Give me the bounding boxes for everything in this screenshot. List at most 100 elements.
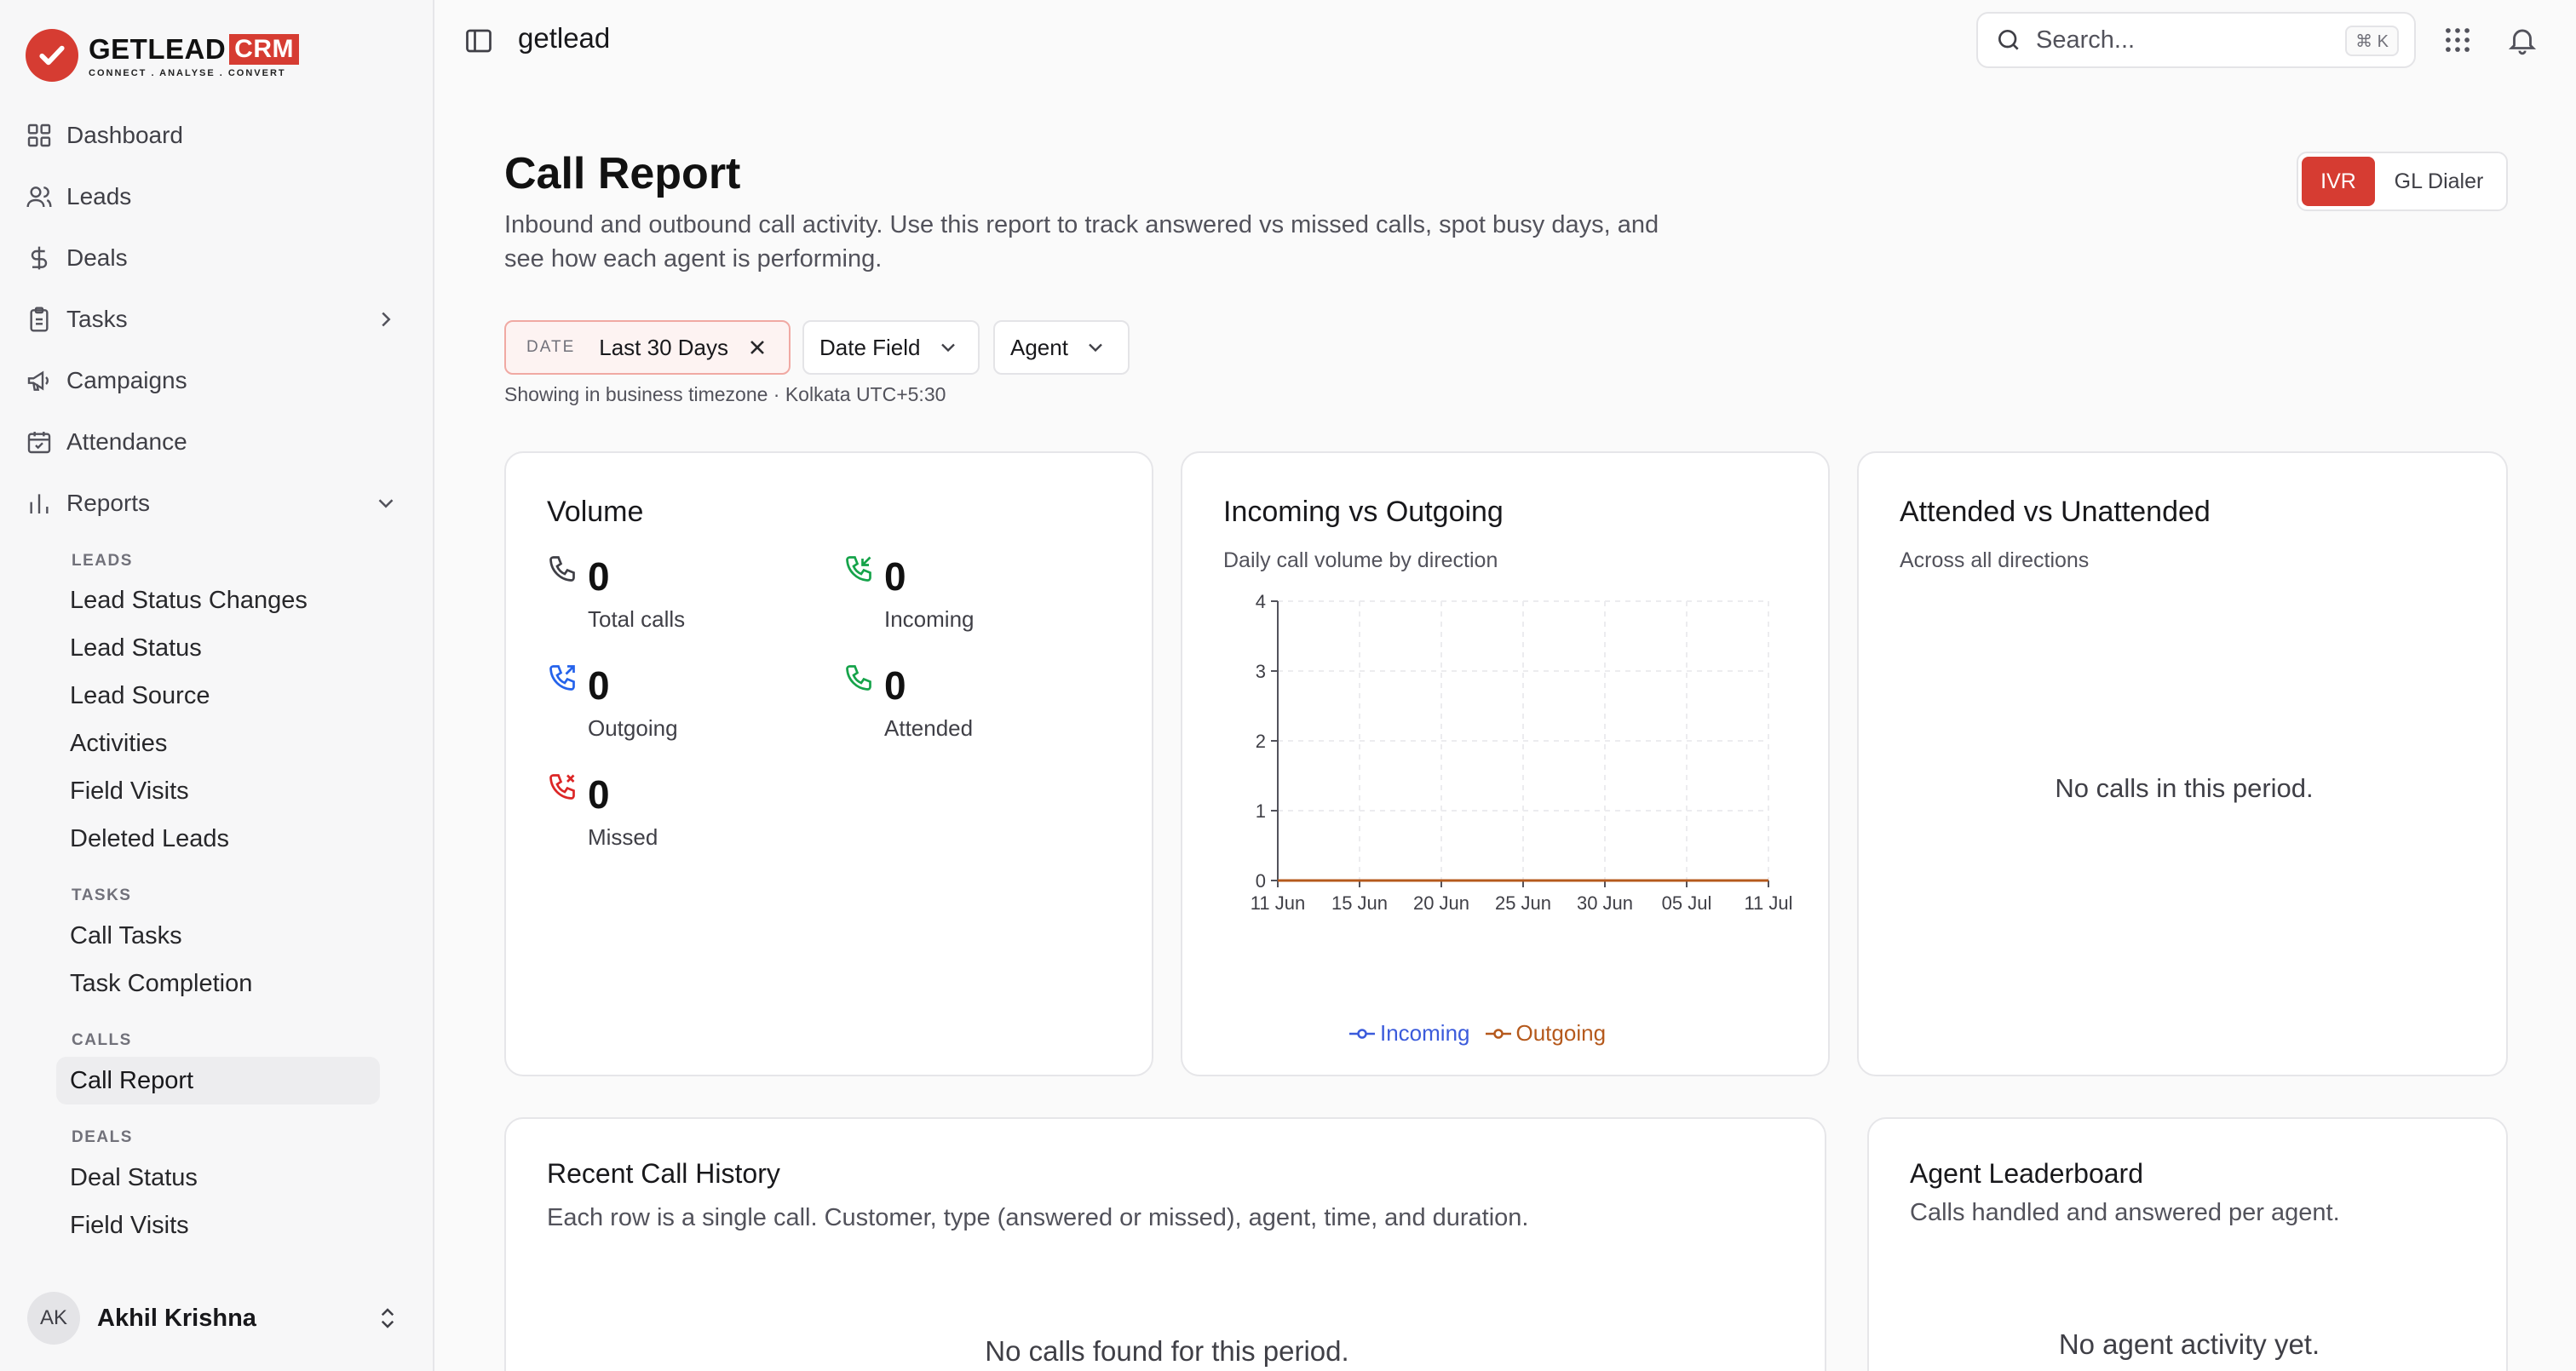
- history-title: Recent Call History: [547, 1158, 780, 1189]
- sub-item-deleted-leads[interactable]: Deleted Leads: [70, 824, 230, 852]
- section-heading-deals: DEALS: [72, 1128, 133, 1146]
- stat-outgoing: 0 Outgoing: [547, 663, 802, 756]
- leaderboard-title: Agent Leaderboard: [1910, 1158, 2143, 1189]
- apps-grid-icon[interactable]: [2441, 24, 2474, 56]
- chevron-right-icon: [382, 312, 391, 327]
- date-field-label: Date Field: [819, 334, 921, 360]
- agent-dropdown[interactable]: Agent: [993, 320, 1130, 375]
- user-menu[interactable]: AK Akhil Krishna: [27, 1291, 407, 1345]
- phone-outgoing-icon: [549, 665, 575, 691]
- leaderboard-subtitle: Calls handled and answered per agent.: [1910, 1199, 2340, 1226]
- x-tick-label: 30 Jun: [1577, 892, 1633, 914]
- chart-legend: Incoming Outgoing: [1349, 1020, 1606, 1047]
- nav-item-dashboard[interactable]: Dashboard: [26, 112, 409, 159]
- chevrons-up-down-icon: [381, 1308, 394, 1328]
- nav-label: Attendance: [66, 428, 187, 455]
- breadcrumb[interactable]: getlead: [518, 22, 611, 54]
- x-tick-label: 25 Jun: [1495, 892, 1551, 914]
- leaderboard-card: Agent Leaderboard Calls handled and answ…: [1867, 1117, 2508, 1371]
- bell-icon[interactable]: [2506, 24, 2539, 56]
- chart-subtitle: Daily call volume by direction: [1223, 548, 1498, 572]
- chart-title: Incoming vs Outgoing: [1223, 496, 1504, 528]
- sub-item-deal-field-visits[interactable]: Field Visits: [70, 1211, 189, 1239]
- call-history-card: Recent Call History Each row is a single…: [504, 1117, 1826, 1371]
- timezone-note: Showing in business timezone · Kolkata U…: [504, 383, 946, 405]
- volume-card: Volume 0 Total calls 0 Incoming 0 Outgoi…: [504, 451, 1153, 1076]
- brand-tagline: CONNECT . ANALYSE . CONVERT: [89, 67, 286, 78]
- sub-item-activities[interactable]: Activities: [70, 729, 168, 757]
- nav-item-reports[interactable]: Reports: [26, 479, 409, 527]
- chevron-down-icon: [940, 343, 955, 353]
- date-filter[interactable]: DATE Last 30 Days: [504, 320, 791, 375]
- legend-marker-icon: [1485, 1028, 1511, 1039]
- sub-item-lead-status-changes[interactable]: Lead Status Changes: [70, 586, 308, 614]
- attended-card: Attended vs Unattended Across all direct…: [1857, 451, 2508, 1076]
- toggle-gl-dialer[interactable]: GL Dialer: [2394, 169, 2484, 193]
- nav-item-deals[interactable]: Deals: [26, 234, 409, 282]
- x-tick-label: 11 Jun: [1251, 892, 1305, 914]
- stat-value: 0: [884, 663, 906, 708]
- stat-label: Outgoing: [588, 715, 678, 741]
- sub-item-call-report[interactable]: Call Report: [56, 1057, 380, 1104]
- legend-label: Incoming: [1380, 1020, 1470, 1046]
- brand-name: GETLEAD: [89, 32, 227, 65]
- search-input[interactable]: [2036, 26, 2334, 54]
- date-field-dropdown[interactable]: Date Field: [802, 320, 980, 375]
- phone-incoming-icon: [846, 556, 871, 582]
- chevron-down-icon: [378, 499, 394, 508]
- user-name: Akhil Krishna: [97, 1304, 256, 1332]
- stat-total-calls: 0 Total calls: [547, 554, 802, 647]
- legend-item-outgoing[interactable]: Outgoing: [1485, 1020, 1607, 1047]
- y-tick-label: 3: [1256, 661, 1266, 682]
- nav-item-leads[interactable]: Leads: [26, 173, 409, 221]
- close-icon[interactable]: [745, 336, 769, 359]
- sub-item-deal-status[interactable]: Deal Status: [70, 1163, 198, 1191]
- incoming-outgoing-card: Incoming vs Outgoing Daily call volume b…: [1181, 451, 1830, 1076]
- top-bar: getlead ⌘ K: [436, 0, 2576, 82]
- section-heading-leads: LEADS: [72, 552, 133, 570]
- empty-state: No agent activity yet.: [2058, 1328, 2320, 1360]
- legend-label: Outgoing: [1515, 1020, 1607, 1046]
- phone-icon: [846, 665, 871, 691]
- stat-label: Total calls: [588, 606, 686, 632]
- clipboard-icon: [30, 307, 49, 332]
- x-tick-label: 11 Jul: [1744, 892, 1792, 914]
- stat-value: 0: [588, 554, 610, 599]
- nav-item-campaigns[interactable]: Campaigns: [26, 357, 409, 404]
- source-toggle: IVR GL Dialer: [2297, 152, 2508, 211]
- section-heading-calls: CALLS: [72, 1031, 132, 1049]
- bar-chart-icon: [30, 494, 49, 513]
- nav-label: Dashboard: [66, 122, 183, 148]
- page-title: Call Report: [504, 149, 741, 198]
- sidebar-toggle-icon[interactable]: [463, 26, 494, 56]
- stat-attended: 0 Attended: [843, 663, 1099, 756]
- sub-item-lead-status[interactable]: Lead Status: [70, 634, 202, 662]
- search-box[interactable]: ⌘ K: [1976, 12, 2416, 68]
- sub-item-task-completion[interactable]: Task Completion: [70, 969, 253, 997]
- stat-label: Missed: [588, 824, 658, 850]
- shortcut-badge: ⌘ K: [2345, 26, 2399, 56]
- brand-logo[interactable]: GETLEAD CRM CONNECT . ANALYSE . CONVERT: [26, 26, 299, 85]
- toggle-ivr[interactable]: IVR: [2302, 157, 2375, 206]
- nav-item-tasks[interactable]: Tasks: [26, 295, 409, 343]
- sub-item-call-tasks[interactable]: Call Tasks: [70, 921, 182, 949]
- search-icon: [1998, 30, 2019, 50]
- sub-item-field-visits[interactable]: Field Visits: [70, 777, 189, 805]
- agent-label: Agent: [1010, 334, 1068, 360]
- stat-incoming: 0 Incoming: [843, 554, 1099, 647]
- x-tick-label: 05 Jul: [1662, 892, 1712, 914]
- avatar: AK: [27, 1292, 80, 1345]
- sub-item-lead-source[interactable]: Lead Source: [70, 681, 210, 709]
- nav-item-attendance[interactable]: Attendance: [26, 418, 409, 466]
- nav-label: Campaigns: [66, 367, 187, 393]
- y-tick-label: 0: [1256, 870, 1266, 892]
- stat-label: Attended: [884, 715, 974, 741]
- megaphone-icon: [27, 370, 49, 391]
- line-chart: 0 1 2 3 4 11 Jun 15 Jun 20 Jun 25 Jun 30 Jun 05 Ju…: [1251, 591, 1793, 914]
- logo-check-icon: [26, 29, 78, 82]
- history-subtitle: Each row is a single call. Customer, typ…: [547, 1204, 1529, 1231]
- y-tick-label: 4: [1256, 591, 1266, 612]
- section-heading-tasks: TASKS: [72, 886, 132, 904]
- dollar-icon: [31, 246, 48, 270]
- legend-item-incoming[interactable]: Incoming: [1349, 1020, 1470, 1047]
